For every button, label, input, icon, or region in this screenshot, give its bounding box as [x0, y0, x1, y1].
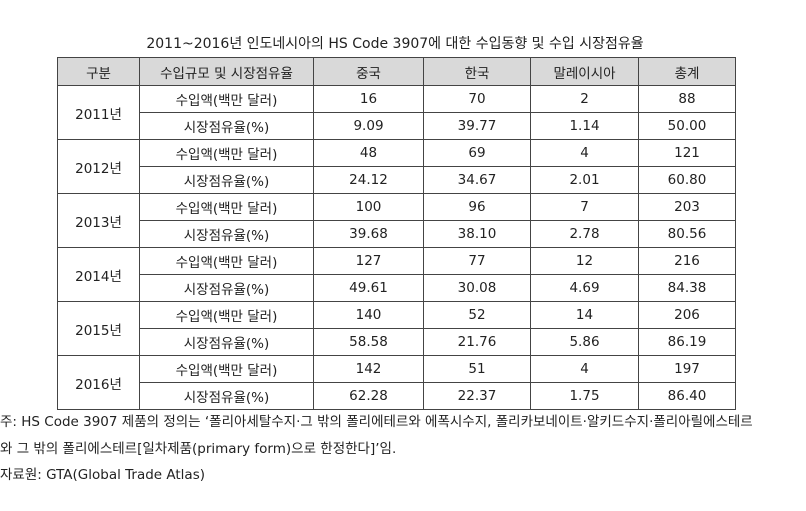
- header-cell: 한국: [423, 57, 531, 86]
- value-cell: 127: [313, 247, 424, 275]
- value-cell: 197: [638, 355, 736, 383]
- value-cell: 7: [530, 193, 639, 221]
- value-cell: 52: [423, 301, 531, 329]
- table-row: 시장점유율(%) 39.68 38.10 2.78 80.56: [58, 220, 736, 248]
- value-cell: 140: [313, 301, 424, 329]
- value-cell: 5.86: [530, 328, 639, 356]
- table-row: 2013년 수입액(백만 달러) 100 96 7 203: [57, 193, 736, 248]
- value-cell: 39.68: [313, 220, 424, 248]
- value-cell: 1.14: [530, 112, 639, 140]
- note-line: 주: HS Code 3907 제품의 정의는 ‘폴리아세탈수지·그 밖의 폴리…: [0, 414, 753, 430]
- header-cell: 수입규모 및 시장점유율: [139, 57, 314, 86]
- row-label: 수입액(백만 달러): [139, 355, 314, 383]
- table-title: 2011~2016년 인도네시아의 HS Code 3907에 대한 수입동향 …: [146, 36, 644, 52]
- value-cell: 84.38: [638, 274, 736, 302]
- value-cell: 216: [638, 247, 736, 275]
- note-line: 와 그 밖의 폴리에스테르[일차제품(primary form)으로 한정한다]…: [0, 440, 397, 457]
- row-label: 시장점유율(%): [139, 328, 314, 356]
- data-table: 구분 수입규모 및 시장점유율 중국 한국 말레이시아 총계 2011년 수입액(백만 달러…: [57, 57, 736, 410]
- table-row: 시장점유율(%) 9.09 39.77 1.14 50.00: [58, 112, 736, 140]
- value-cell: 60.80: [638, 166, 736, 194]
- row-label: 시장점유율(%): [139, 112, 314, 140]
- value-cell: 2.01: [530, 166, 639, 194]
- header-cell: 구분: [57, 57, 140, 86]
- year-cell: 2015년: [57, 301, 140, 356]
- value-cell: 51: [423, 355, 531, 383]
- table-row: 2012년 수입액(백만 달러) 48 69 4 121: [57, 139, 736, 194]
- value-cell: 12: [530, 247, 639, 275]
- row-label: 수입액(백만 달러): [139, 139, 314, 167]
- value-cell: 96: [423, 193, 531, 221]
- value-cell: 48: [313, 139, 424, 167]
- row-label: 수입액(백만 달러): [139, 301, 314, 329]
- value-cell: 21.76: [423, 328, 531, 356]
- value-cell: 80.56: [638, 220, 736, 248]
- header-row: 구분 수입규모 및 시장점유율 중국 한국 말레이시아 총계: [57, 57, 736, 86]
- value-cell: 4.69: [530, 274, 639, 302]
- value-cell: 100: [313, 193, 424, 221]
- table-row: 2014년 수입액(백만 달러) 127 77 12 216: [57, 247, 736, 302]
- value-cell: 16: [313, 85, 424, 113]
- notes: 주: HS Code 3907 제품의 정의는 ‘폴리아세탈수지·그 밖의 폴리…: [0, 411, 806, 491]
- value-cell: 70: [423, 85, 531, 113]
- value-cell: 142: [313, 355, 424, 383]
- value-cell: 39.77: [423, 112, 531, 140]
- value-cell: 49.61: [313, 274, 424, 302]
- table-row: 시장점유율(%) 58.58 21.76 5.86 86.19: [58, 328, 736, 356]
- value-cell: 62.28: [313, 382, 424, 410]
- value-cell: 24.12: [313, 166, 424, 194]
- table-row: 시장점유율(%) 24.12 34.67 2.01 60.80: [58, 166, 736, 194]
- year-cell: 2012년: [57, 139, 140, 194]
- value-cell: 4: [530, 139, 639, 167]
- value-cell: 34.67: [423, 166, 531, 194]
- value-cell: 77: [423, 247, 531, 275]
- header-cell: 말레이시아: [530, 57, 639, 86]
- value-cell: 14: [530, 301, 639, 329]
- year-cell: 2014년: [57, 247, 140, 302]
- value-cell: 2.78: [530, 220, 639, 248]
- row-label: 시장점유율(%): [139, 166, 314, 194]
- value-cell: 38.10: [423, 220, 531, 248]
- value-cell: 203: [638, 193, 736, 221]
- value-cell: 22.37: [423, 382, 531, 410]
- value-cell: 2: [530, 85, 639, 113]
- row-label: 수입액(백만 달러): [139, 247, 314, 275]
- row-label: 시장점유율(%): [139, 220, 314, 248]
- value-cell: 1.75: [530, 382, 639, 410]
- year-cell: 2016년: [57, 355, 140, 410]
- value-cell: 86.40: [638, 382, 736, 410]
- table-row: 2015년 수입액(백만 달러) 140 52 14 206: [57, 301, 736, 356]
- value-cell: 121: [638, 139, 736, 167]
- value-cell: 30.08: [423, 274, 531, 302]
- row-label: 수입액(백만 달러): [139, 85, 314, 113]
- table-row: 시장점유율(%) 49.61 30.08 4.69 84.38: [58, 274, 736, 302]
- year-cell: 2013년: [57, 193, 140, 248]
- row-label: 시장점유율(%): [139, 274, 314, 302]
- value-cell: 88: [638, 85, 736, 113]
- value-cell: 86.19: [638, 328, 736, 356]
- row-label: 수입액(백만 달러): [139, 193, 314, 221]
- table-row: 시장점유율(%) 62.28 22.37 1.75 86.40: [58, 382, 736, 410]
- row-label: 시장점유율(%): [139, 382, 314, 410]
- table-row: 2011년 수입액(백만 달러) 16 70 2 88: [57, 85, 736, 140]
- header-cell: 총계: [638, 57, 736, 86]
- value-cell: 58.58: [313, 328, 424, 356]
- value-cell: 9.09: [313, 112, 424, 140]
- table-row: 2016년 수입액(백만 달러) 142 51 4 197: [57, 355, 736, 410]
- value-cell: 69: [423, 139, 531, 167]
- value-cell: 206: [638, 301, 736, 329]
- value-cell: 50.00: [638, 112, 736, 140]
- value-cell: 4: [530, 355, 639, 383]
- header-cell: 중국: [313, 57, 424, 86]
- note-line: 자료원: GTA(Global Trade Atlas): [0, 467, 206, 483]
- year-cell: 2011년: [57, 85, 140, 140]
